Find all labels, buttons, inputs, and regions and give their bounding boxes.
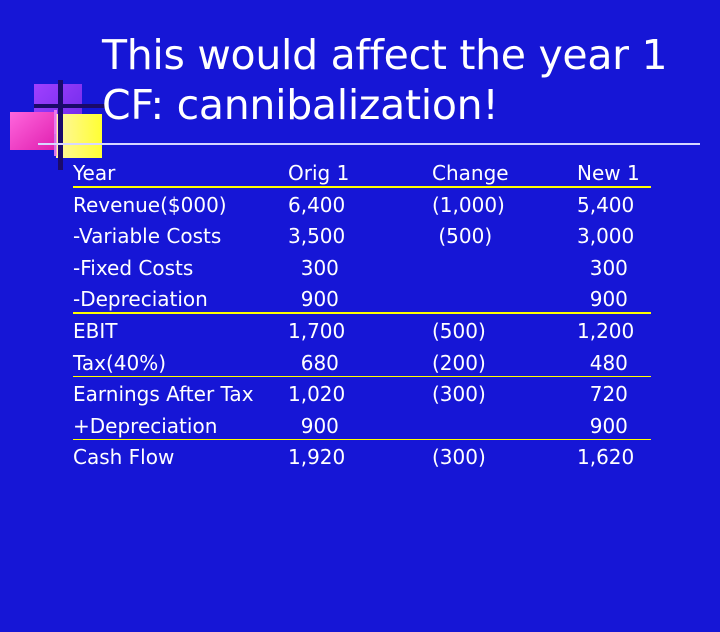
new-value: 900 bbox=[577, 287, 628, 312]
change-value: (1,000) bbox=[432, 192, 505, 217]
table-row: Earnings After Tax 1,020 (300) 720 bbox=[0, 379, 720, 411]
new-value: 5,400 bbox=[577, 192, 635, 217]
table-row: Tax(40%) 680 (200) 480 bbox=[0, 348, 720, 380]
slide-title-line-1: This would affect the year 1 bbox=[102, 31, 668, 79]
row-label: -Depreciation bbox=[73, 287, 208, 312]
row-underline bbox=[73, 375, 651, 378]
orig-value: 1,020 bbox=[288, 382, 346, 407]
row-label: Earnings After Tax bbox=[73, 382, 254, 407]
row-label: Year bbox=[73, 161, 116, 185]
row-underline bbox=[73, 312, 651, 314]
row-label: -Fixed Costs bbox=[73, 255, 194, 280]
new-value: 1,200 bbox=[577, 318, 635, 343]
orig-value: 900 bbox=[288, 413, 339, 438]
orig-value: 6,400 bbox=[288, 192, 346, 217]
table-row: -Fixed Costs 300 300 bbox=[0, 253, 720, 285]
change-value: (300) bbox=[432, 445, 486, 470]
row-label: +Depreciation bbox=[73, 413, 218, 438]
slide-title: This would affect the year 1 CF: canniba… bbox=[102, 30, 668, 130]
change-value: (300) bbox=[432, 382, 486, 407]
new-value: 720 bbox=[577, 382, 628, 407]
change-value: (200) bbox=[432, 350, 486, 375]
table-row: -Variable Costs 3,500 (500) 3,000 bbox=[0, 221, 720, 253]
table-row: Cash Flow 1,920 (300) 1,620 bbox=[0, 442, 720, 474]
decorative-squares-graphic bbox=[10, 80, 106, 170]
new-value: 3,000 bbox=[577, 224, 635, 249]
slide-title-line-2: CF: cannibalization! bbox=[102, 81, 499, 129]
row-label: Tax(40%) bbox=[73, 350, 167, 375]
table-row: -Depreciation 900 900 bbox=[0, 284, 720, 316]
table-row: Year Orig 1 Change New 1 bbox=[0, 158, 720, 190]
row-underline bbox=[73, 186, 651, 188]
orig-value: 3,500 bbox=[288, 224, 346, 249]
orig-value: Orig 1 bbox=[288, 161, 350, 185]
row-underline bbox=[73, 438, 651, 441]
new-value: 1,620 bbox=[577, 445, 635, 470]
orig-value: 900 bbox=[288, 287, 339, 312]
orig-value: 1,920 bbox=[288, 445, 346, 470]
table-row: +Depreciation 900 900 bbox=[0, 411, 720, 443]
new-value: New 1 bbox=[577, 161, 640, 185]
orig-value: 300 bbox=[288, 255, 339, 280]
new-value: 900 bbox=[577, 413, 628, 438]
cash-flow-table: Year Orig 1 Change New 1 Revenue($000) 6… bbox=[0, 158, 720, 474]
row-label: -Variable Costs bbox=[73, 224, 222, 249]
row-label: Cash Flow bbox=[73, 445, 175, 470]
row-label: EBIT bbox=[73, 318, 118, 343]
title-divider bbox=[38, 143, 700, 145]
table-row: EBIT 1,700 (500) 1,200 bbox=[0, 316, 720, 348]
orig-value: 680 bbox=[288, 350, 339, 375]
change-value: (500) bbox=[432, 318, 486, 343]
row-label: Revenue($000) bbox=[73, 192, 227, 217]
orig-value: 1,700 bbox=[288, 318, 346, 343]
change-value: Change bbox=[432, 161, 509, 185]
new-value: 300 bbox=[577, 255, 628, 280]
table-row: Revenue($000) 6,400 (1,000) 5,400 bbox=[0, 190, 720, 222]
new-value: 480 bbox=[577, 350, 628, 375]
change-value: (500) bbox=[432, 224, 493, 249]
